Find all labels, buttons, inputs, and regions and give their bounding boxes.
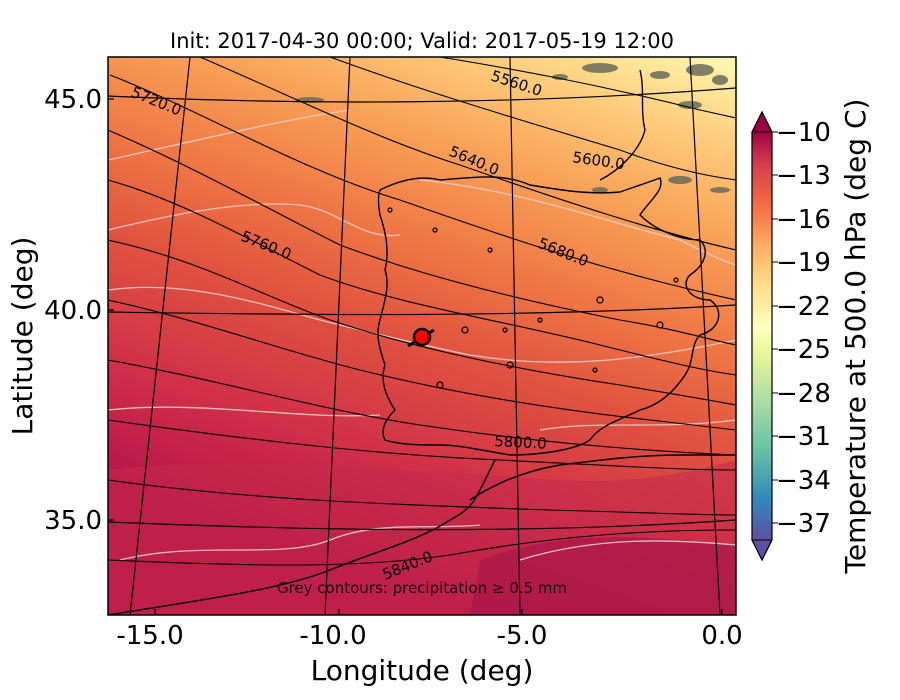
- x-axis-label: Longitude (deg): [311, 654, 534, 687]
- colorbar-tick-labels: −10 −13 −16 −19 −22 −25 −28 −31 −34 −37: [776, 118, 831, 539]
- colorbar-tick-label: −22: [776, 292, 831, 322]
- colorbar-tick-label: −25: [776, 335, 831, 365]
- colorbar-min-arrow: [751, 539, 773, 562]
- x-tick-label: 0.0: [701, 621, 742, 651]
- x-tick-labels: -15.0 -10.0 -5.0 0.0: [116, 621, 742, 651]
- location-marker: [407, 327, 435, 348]
- colorbar-tick-label: −10: [776, 118, 831, 148]
- contour-label-5800: 5800.0: [494, 432, 547, 453]
- colorbar-tick-label: −16: [776, 205, 831, 235]
- y-tick-label: 45.0: [44, 85, 102, 115]
- colorbar-tick-label: −37: [776, 509, 831, 539]
- colorbar-scale: [752, 132, 772, 540]
- colorbar-ticks: [772, 131, 778, 524]
- map-title: Init: 2017-04-30 00:00; Valid: 2017-05-1…: [170, 29, 674, 53]
- colorbar-tick-label: −13: [776, 161, 831, 191]
- colorbar-tick-label: −19: [776, 248, 831, 278]
- y-tick-label: 40.0: [44, 296, 102, 326]
- warmest-band: [470, 537, 736, 615]
- small-features: [387, 207, 679, 389]
- colorbar-tick-label: −31: [776, 422, 831, 452]
- y-tick-label: 35.0: [44, 506, 102, 536]
- map-frame: [107, 56, 737, 616]
- y-tick-labels: 45.0 40.0 35.0: [44, 85, 102, 536]
- colorbar: −10 −13 −16 −19 −22 −25 −28 −31 −34 −37 …: [751, 99, 872, 575]
- colorbar-max-arrow: [751, 110, 773, 133]
- x-tick-label: -10.0: [299, 621, 366, 651]
- colorbar-tick-label: −28: [776, 379, 831, 409]
- precip-contours: [108, 109, 736, 561]
- axis-ticks: [108, 98, 723, 615]
- graticule: [108, 57, 736, 615]
- colorbar-label: Temperature at 500.0 hPa (deg C): [839, 99, 872, 575]
- terrain-patches: [296, 63, 730, 193]
- colorbar-tick-label: −34: [776, 466, 831, 496]
- precip-annotation: Grey contours: precipitation ≥ 0.5 mm: [277, 579, 567, 597]
- coastlines: [108, 69, 736, 615]
- y-axis-label: Latitude (deg): [6, 237, 39, 436]
- x-tick-label: -5.0: [497, 621, 548, 651]
- x-tick-label: -15.0: [116, 621, 183, 651]
- map-panel: 5560.0 5600.0 5640.0 5680.0 5720.0 5760.…: [108, 57, 736, 615]
